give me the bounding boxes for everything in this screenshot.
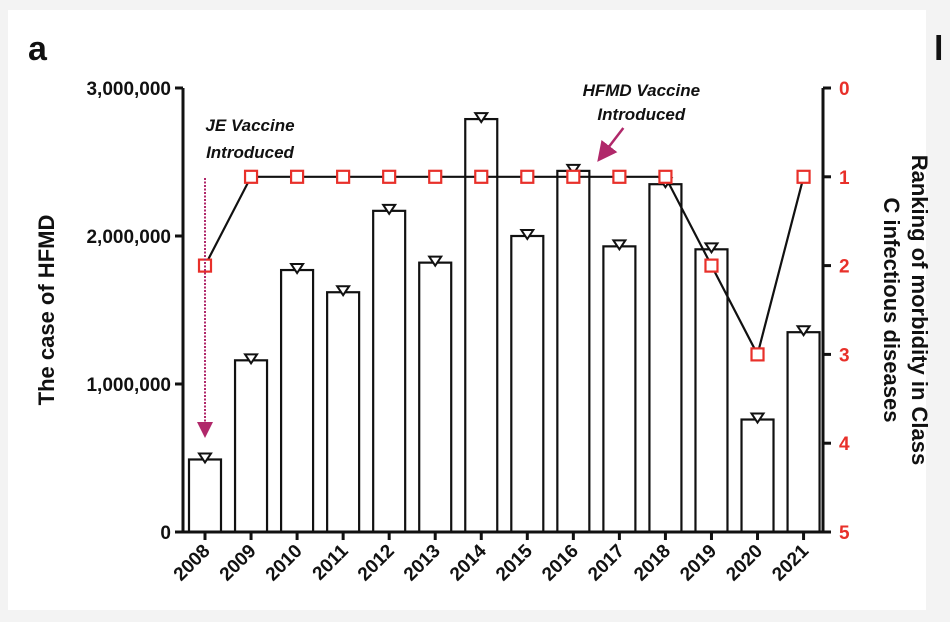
right-tick-label: 4: [839, 434, 850, 455]
rank-marker: [658, 169, 673, 184]
bars-group: [187, 112, 821, 534]
rank-marker: [474, 169, 489, 184]
bar: [694, 248, 729, 534]
x-tick-label: 2015: [492, 540, 537, 585]
x-tick-label: 2013: [400, 541, 445, 586]
bar-cap-marker: [197, 452, 213, 465]
rank-marker: [428, 169, 443, 184]
bar: [556, 169, 591, 534]
left-tick-label: 3,000,000: [86, 79, 171, 100]
left-tick-label: 2,000,000: [86, 227, 171, 248]
x-tick-label: 2021: [768, 540, 813, 585]
rank-marker: [750, 347, 765, 362]
rank-marker: [289, 169, 305, 184]
rank-marker: [612, 169, 627, 184]
x-tick-label: 2010: [262, 541, 307, 586]
bar-cap-marker: [519, 229, 536, 241]
bar-cap-marker: [289, 263, 305, 275]
x-tick-label: 2014: [446, 540, 491, 585]
right-axis-title-line2: C infectious diseases: [879, 198, 904, 423]
x-tick-label: 2019: [676, 541, 721, 586]
hfmd-arrow: [597, 127, 625, 162]
panel-label: a: [28, 30, 48, 68]
bar-cap-marker: [749, 412, 766, 425]
bar-cap-marker: [565, 163, 582, 176]
x-tick-label: 2016: [538, 541, 583, 586]
bar-cap-marker: [611, 239, 628, 252]
bar: [602, 245, 637, 534]
rank-marker: [566, 169, 581, 184]
rank-marker: [796, 169, 811, 184]
bar-cap-marker: [703, 242, 720, 255]
rank-series-group: [197, 169, 811, 362]
rank-marker: [382, 169, 397, 184]
right-tick-label: 2: [839, 257, 850, 278]
x-tick-label: 2011: [309, 540, 353, 584]
bar-cap-marker: [335, 285, 351, 298]
bar-cap-marker: [243, 353, 259, 366]
right-tick-label: 0: [839, 79, 850, 100]
bar: [740, 418, 775, 534]
je-annotation-line1: JE Vaccine: [205, 116, 294, 135]
bar-cap-marker: [381, 203, 398, 216]
annotations-group: JE Vaccine Introduced HFMD Vaccine Introduc…: [197, 81, 700, 438]
rank-marker: [243, 169, 259, 184]
rank-marker: [520, 169, 535, 184]
bar: [786, 331, 821, 534]
bar: [418, 261, 453, 534]
x-tick-label: 2012: [354, 541, 399, 586]
bar-cap-marker: [795, 325, 812, 338]
bar-cap-marker: [473, 112, 490, 124]
right-tick-label: 3: [839, 345, 850, 366]
partial-next-panel-label: l: [934, 30, 943, 68]
rank-line: [204, 175, 805, 358]
bar: [510, 234, 545, 534]
rank-marker: [336, 169, 351, 184]
bar: [326, 291, 361, 534]
bar: [372, 209, 407, 534]
je-annotation-line2: Introduced: [206, 143, 294, 162]
x-tick-label: 2018: [630, 541, 675, 586]
rank-marker: [704, 258, 719, 273]
right-axis-title-line1: Ranking of morbidity in Class: [907, 155, 932, 465]
left-axis-title: The case of HFMD: [34, 215, 59, 406]
bar: [279, 268, 315, 534]
right-tick-label: 5: [839, 523, 850, 544]
x-tick-label: 2009: [216, 541, 261, 586]
bar: [187, 458, 223, 534]
hfmd-annotation-line2: Introduced: [597, 105, 685, 124]
bar: [233, 359, 269, 534]
x-tick-label: 2017: [584, 541, 629, 586]
bar-cap-marker: [427, 255, 444, 268]
left-tick-label: 0: [160, 523, 171, 544]
hfmd-annotation-line1: HFMD Vaccine: [583, 81, 700, 100]
x-tick-label: 2008: [170, 541, 215, 586]
left-tick-label: 1,000,000: [86, 375, 171, 396]
bar: [648, 183, 683, 534]
right-tick-label: 1: [839, 168, 850, 189]
x-tick-label: 2020: [722, 541, 767, 586]
